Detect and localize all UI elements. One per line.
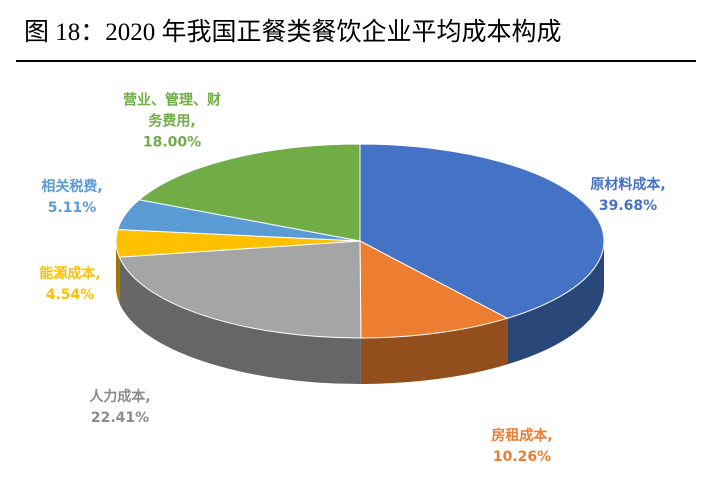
- slice-side: [360, 318, 508, 384]
- data-label: 人力成本, 22.41%: [60, 387, 180, 429]
- label-name: 人力成本,: [89, 389, 151, 405]
- label-name: 营业、管理、财务费用,: [123, 92, 221, 130]
- label-name: 相关税费,: [41, 179, 103, 195]
- label-name: 原材料成本,: [590, 177, 666, 193]
- label-value: 22.41%: [90, 410, 150, 426]
- slice-side: [119, 257, 361, 384]
- slice: [359, 240, 509, 339]
- slice-side: [507, 241, 604, 365]
- title-rule: [16, 60, 696, 62]
- slice: [359, 143, 605, 319]
- label-name: 房租成本,: [491, 428, 553, 444]
- label-value: 18.00%: [142, 134, 202, 151]
- data-label: 营业、管理、财务费用, 18.00%: [117, 91, 227, 154]
- chart-title: 图 18：2020 年我国正餐类餐饮企业平均成本构成: [24, 19, 562, 46]
- label-value: 10.26%: [492, 449, 552, 465]
- label-value: 4.54%: [45, 287, 95, 303]
- slice-side: [116, 241, 120, 304]
- label-value: 5.11%: [47, 200, 97, 216]
- data-label: 相关税费, 5.11%: [12, 177, 132, 219]
- label-value: 39.68%: [598, 198, 658, 214]
- data-label: 原材料成本, 39.68%: [568, 175, 688, 217]
- slice: [118, 240, 362, 339]
- slice: [138, 143, 361, 242]
- data-label: 能源成本, 4.54%: [10, 264, 130, 306]
- data-label: 房租成本, 10.26%: [462, 426, 582, 468]
- label-name: 能源成本,: [39, 266, 101, 282]
